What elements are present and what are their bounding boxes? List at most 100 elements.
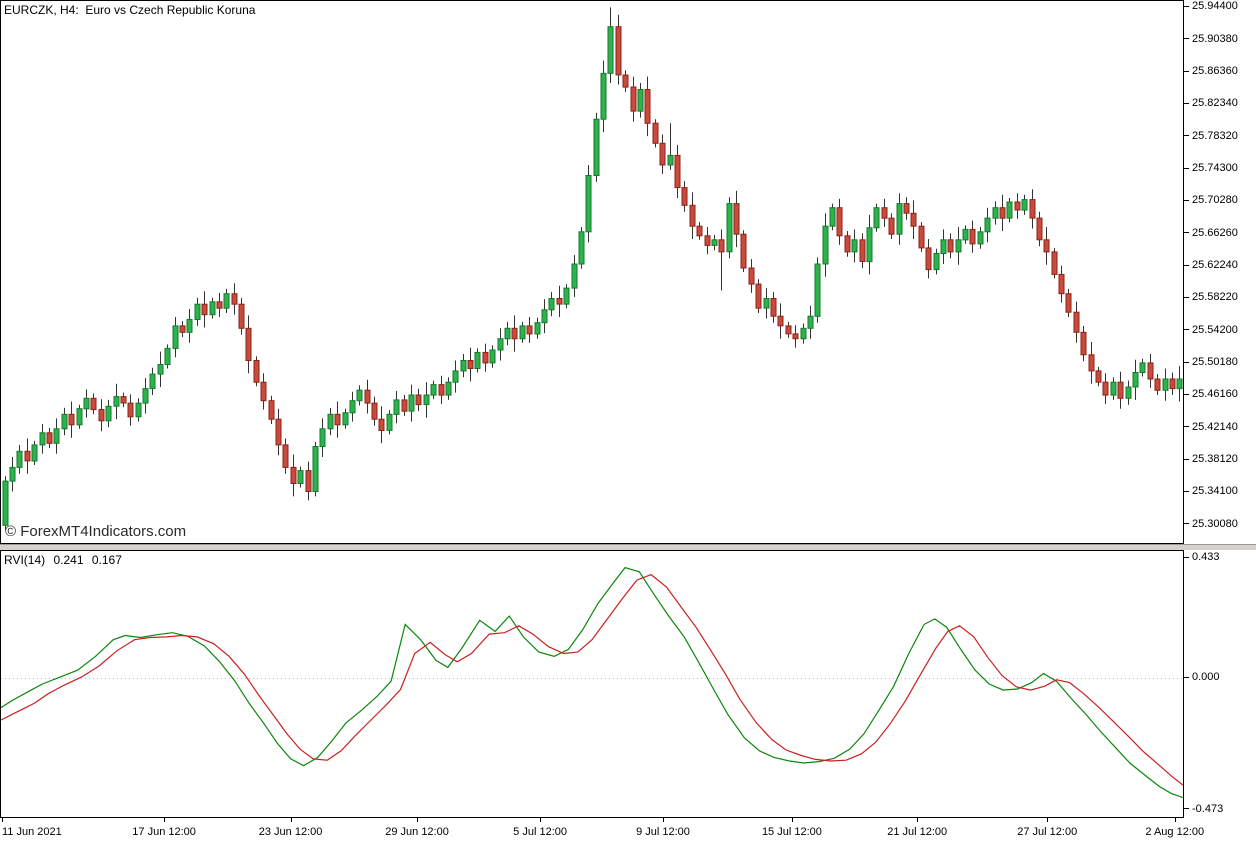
candle-up xyxy=(585,175,592,233)
candle-up xyxy=(1021,199,1028,211)
candle-up xyxy=(149,373,156,390)
price-axis-tick xyxy=(1184,135,1189,137)
time-axis-label: 17 Jun 12:00 xyxy=(132,826,196,838)
price-axis-label: 25.54200 xyxy=(1192,323,1238,336)
candle-down xyxy=(415,394,422,406)
candle-up xyxy=(814,263,821,317)
price-axis[interactable]: 25.94400 25.90380 25.86360 25.82340 25.78320… xyxy=(1184,0,1256,544)
candle-up xyxy=(342,412,349,426)
candle-down xyxy=(1117,381,1124,399)
time-axis-tick xyxy=(290,818,292,822)
candle-up xyxy=(829,207,836,227)
candle-down xyxy=(364,389,371,404)
candle-down xyxy=(1051,251,1058,275)
candle-up xyxy=(327,413,334,430)
candle-down xyxy=(127,402,134,418)
candle-up xyxy=(53,428,60,444)
candle-up xyxy=(105,405,112,422)
indicator-axis[interactable]: 0.433 0.000 -0.473 xyxy=(1184,550,1256,818)
time-axis-tick xyxy=(417,818,419,822)
candlestick-chart[interactable] xyxy=(1,1,1183,543)
candle-down xyxy=(68,413,75,426)
candle-down xyxy=(24,450,31,462)
candle-up xyxy=(519,325,526,340)
candle-up xyxy=(667,154,674,166)
candle-up xyxy=(940,239,947,255)
candle-up xyxy=(356,389,363,402)
price-axis-tick xyxy=(1184,361,1189,363)
candle-down xyxy=(918,225,925,249)
candle-down xyxy=(467,360,474,369)
candle-up xyxy=(452,370,459,383)
candle-down xyxy=(999,207,1006,219)
main-chart-panel[interactable]: EURCZK, H4: Euro vs Czech Republic Korun… xyxy=(0,0,1184,544)
indicator-axis-label: -0.473 xyxy=(1192,802,1224,815)
time-axis[interactable]: 11 Jun 2021 17 Jun 12:00 23 Jun 12:00 29 Ju… xyxy=(0,818,1256,847)
candle-up xyxy=(541,309,548,324)
price-axis-tick xyxy=(1184,426,1189,428)
candle-down xyxy=(290,466,297,484)
candle-down xyxy=(925,247,932,271)
candle-down xyxy=(401,399,408,412)
candle-up xyxy=(896,203,903,235)
candle-up xyxy=(474,351,481,369)
candle-down xyxy=(231,293,238,305)
candle-down xyxy=(201,303,208,316)
time-axis-tick xyxy=(917,818,919,822)
candle-up xyxy=(1006,201,1013,219)
candle-down xyxy=(275,418,282,446)
candle-up xyxy=(297,470,304,485)
candle-up xyxy=(31,444,38,462)
candle-down xyxy=(282,444,289,468)
candle-up xyxy=(76,408,83,426)
candle-up xyxy=(800,327,807,340)
candle-down xyxy=(718,239,725,253)
price-axis-label: 25.82340 xyxy=(1192,97,1238,110)
candle-up xyxy=(430,384,437,396)
candle-up xyxy=(445,381,452,396)
candle-down xyxy=(378,418,385,432)
candle-down xyxy=(681,187,688,206)
candle-down xyxy=(253,360,260,383)
candle-up xyxy=(504,327,511,340)
candle-down xyxy=(615,26,622,76)
rvi-indicator-chart[interactable] xyxy=(1,551,1183,817)
time-axis-tick xyxy=(1047,818,1049,822)
price-axis-tick xyxy=(1184,5,1189,7)
candle-up xyxy=(1132,372,1139,388)
candle-up xyxy=(984,217,991,233)
panel-divider[interactable] xyxy=(0,544,1256,550)
chart-title: EURCZK, H4: Euro vs Czech Republic Korun… xyxy=(4,3,256,17)
candle-up xyxy=(851,239,858,253)
candle-down xyxy=(556,298,563,305)
candle-up xyxy=(1139,362,1146,373)
price-axis-label: 25.38120 xyxy=(1192,453,1238,465)
candle-up xyxy=(83,397,90,410)
candle-down xyxy=(689,204,696,227)
candle-down xyxy=(844,235,851,253)
candle-down xyxy=(98,409,105,422)
candle-up xyxy=(955,239,962,253)
price-axis-tick xyxy=(1184,102,1189,104)
candle-up xyxy=(113,396,120,407)
indicator-panel[interactable]: RVI(14) 0.241 0.167 xyxy=(0,550,1184,818)
candle-down xyxy=(305,470,312,493)
candle-up xyxy=(194,303,201,321)
candle-up xyxy=(711,239,718,246)
candle-down xyxy=(1043,239,1050,253)
candle-down xyxy=(748,267,755,285)
price-axis-tick xyxy=(1184,70,1189,72)
time-axis-tick xyxy=(1174,818,1176,822)
price-axis-tick xyxy=(1184,232,1189,234)
candle-up xyxy=(866,227,873,263)
candle-up xyxy=(135,402,142,418)
indicator-name: RVI(14) xyxy=(4,553,46,567)
candle-up xyxy=(873,207,880,229)
candle-up xyxy=(209,301,216,316)
price-axis-label: 25.50180 xyxy=(1192,356,1238,369)
candle-up xyxy=(807,315,814,329)
candle-down xyxy=(260,381,267,402)
time-axis-tick xyxy=(663,818,665,822)
candle-up xyxy=(349,400,356,414)
candle-down xyxy=(1154,378,1161,391)
